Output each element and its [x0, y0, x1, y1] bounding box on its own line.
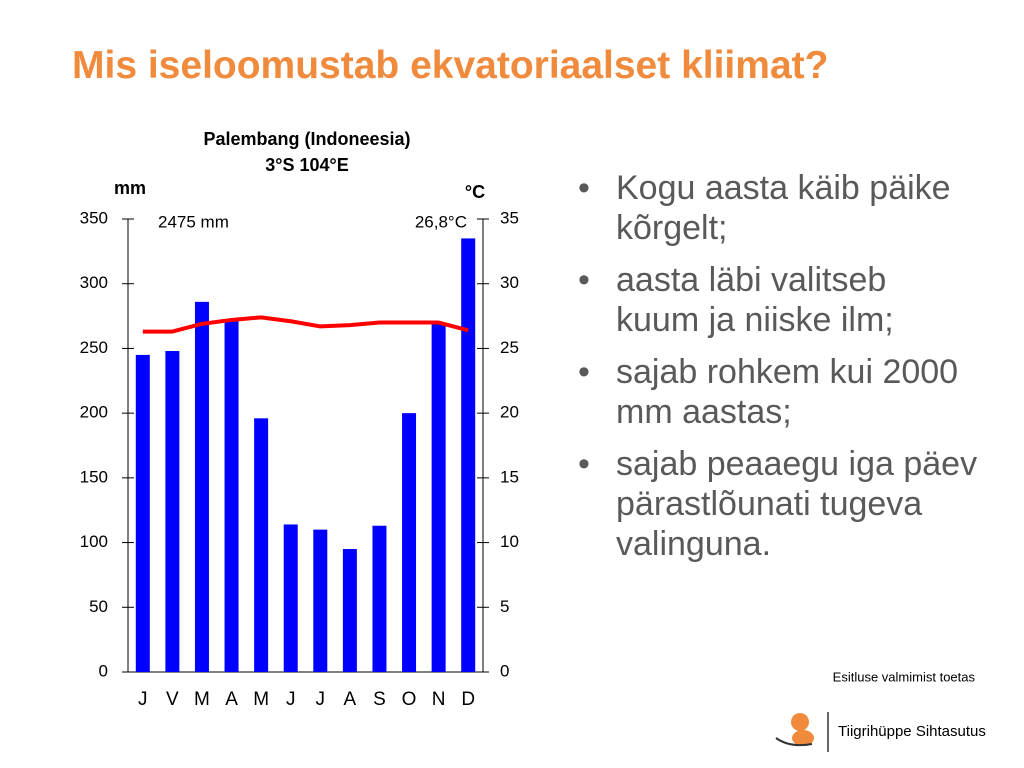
x-tick-label: M — [253, 689, 269, 710]
y-tick-label: 100 — [80, 532, 108, 551]
bar — [402, 413, 417, 672]
bar — [283, 524, 298, 672]
y-tick-label: 250 — [80, 338, 108, 357]
bar — [254, 418, 269, 672]
y-tick-label: 150 — [80, 467, 108, 486]
line — [142, 315, 469, 334]
bar — [372, 525, 387, 672]
logo — [775, 712, 829, 752]
y2-tick-label: 35 — [500, 208, 519, 227]
annotation: 2475 mm — [158, 212, 229, 231]
bar — [431, 322, 446, 672]
footer-org: Tiigrihüppe Sihtasutus — [838, 723, 986, 740]
bar — [313, 529, 328, 672]
bullet-list: Kogu aasta käib päike kõrgelt; aasta läbi… — [578, 168, 978, 576]
y2-tick-label: 10 — [500, 532, 519, 551]
bar — [224, 319, 239, 672]
x-tick-label: M — [194, 689, 210, 710]
x-tick-label: A — [225, 689, 238, 710]
slide-title: Mis iseloomustab ekvatoriaalset kliimat? — [72, 44, 829, 87]
x-tick-label: S — [373, 689, 386, 710]
x-tick-label: O — [402, 689, 417, 710]
y-tick-label: 50 — [89, 597, 108, 616]
x-tick-label: D — [461, 689, 475, 710]
footer-note: Esitluse valmimist toetas — [833, 669, 976, 684]
bar — [194, 301, 209, 672]
chart-subtitle: 3°S 104°E — [265, 155, 348, 175]
bullet: aasta läbi valitseb kuum ja niiske ilm; — [578, 260, 978, 340]
y-tick-label: 300 — [80, 273, 108, 292]
bullet: sajab rohkem kui 2000 mm aastas; — [578, 352, 978, 432]
y2-tick-label: 30 — [500, 273, 519, 292]
y-axis-label: mm — [114, 178, 146, 198]
x-tick-label: J — [138, 689, 148, 710]
x-tick-label: J — [286, 689, 296, 710]
bar — [461, 238, 476, 672]
bullet: Kogu aasta käib päike kõrgelt; — [578, 168, 978, 248]
bar — [342, 549, 357, 672]
bullet: sajab peaaegu iga päev pärastlõunati tug… — [578, 444, 978, 564]
chart-title: Palembang (Indoneesia) — [203, 129, 410, 149]
y2-tick-label: 25 — [500, 338, 519, 357]
x-tick-label: N — [432, 689, 446, 710]
y-tick-label: 200 — [80, 403, 108, 422]
bar — [135, 354, 150, 672]
x-tick-label: J — [316, 689, 326, 710]
y-tick-label: 0 — [99, 661, 108, 680]
y2-axis-label: °C — [465, 182, 485, 202]
y2-tick-label: 20 — [500, 403, 519, 422]
y2-tick-label: 15 — [500, 467, 519, 486]
y2-tick-label: 0 — [500, 661, 509, 680]
bar — [165, 351, 180, 672]
annotation: 26,8°C — [415, 212, 467, 231]
y-tick-label: 350 — [80, 208, 108, 227]
x-tick-label: A — [344, 689, 357, 710]
y2-tick-label: 5 — [500, 597, 509, 616]
x-tick-label: V — [166, 689, 179, 710]
